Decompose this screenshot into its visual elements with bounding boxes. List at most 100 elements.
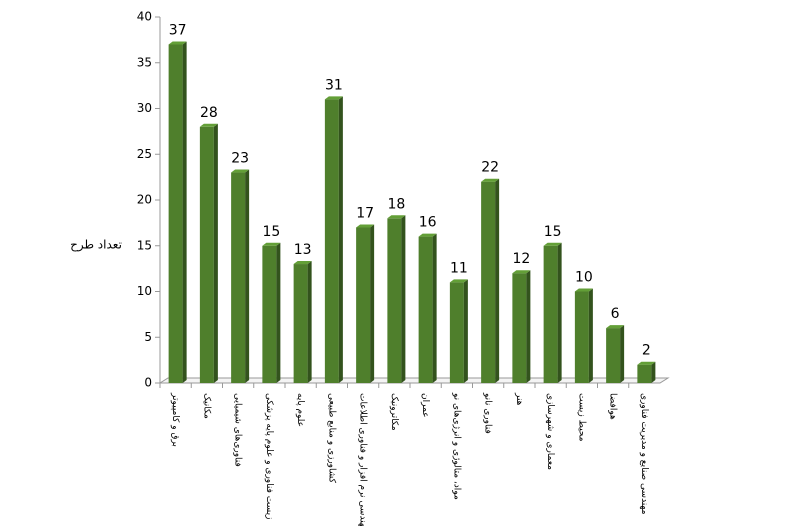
bar — [481, 178, 500, 383]
value-label: 16 — [419, 215, 437, 231]
y-tick-label: 0 — [144, 376, 152, 390]
value-label: 37 — [169, 22, 187, 38]
bar-side — [620, 325, 625, 383]
value-label: 17 — [356, 205, 374, 221]
bar-front — [262, 245, 277, 383]
x-tick-label: فناوری‌های شیمیایی — [233, 393, 243, 467]
value-label: 6 — [611, 306, 620, 322]
bar-top — [512, 270, 531, 274]
bar-top — [324, 96, 343, 100]
bar-front — [293, 264, 308, 383]
value-label: 10 — [575, 270, 593, 286]
bar-top — [168, 41, 187, 45]
bar-front — [418, 236, 433, 383]
x-tick-label: علوم پایه — [295, 393, 305, 427]
bar — [574, 288, 593, 383]
x-tick-label: مهندسی نرم افزار و فناوری اطلاعات — [358, 393, 368, 526]
bar-front — [481, 181, 496, 383]
bar-top — [543, 242, 562, 246]
bar-front — [387, 218, 402, 383]
x-tick-label: مهندسی صنایع و مدیریت فناوری — [639, 393, 649, 515]
bar-top — [293, 261, 312, 265]
x-tick-label: مکاترونیک — [389, 393, 399, 431]
bar-front — [231, 172, 246, 383]
bar-front — [637, 364, 652, 383]
bar-side — [338, 96, 343, 383]
bar-top — [574, 288, 593, 292]
y-axis-title: تعداد طرح — [70, 238, 122, 253]
bar — [356, 224, 375, 383]
y-tick-label: 20 — [137, 193, 152, 207]
y-tick-label: 35 — [137, 55, 152, 69]
bar-front — [356, 227, 371, 383]
bar-side — [651, 361, 656, 383]
bar-side — [370, 224, 375, 383]
bar-side — [182, 41, 187, 383]
y-tick-label: 30 — [137, 101, 152, 115]
bar-side — [463, 279, 468, 383]
y-tick-label: 40 — [137, 10, 152, 24]
bar-top — [449, 279, 468, 283]
bar-front — [324, 99, 339, 383]
bar-top — [356, 224, 375, 228]
bar-side — [495, 178, 500, 383]
bar-side — [557, 242, 562, 383]
bar-side — [432, 233, 437, 383]
x-tick-label: برق و کامپیوتر — [170, 392, 180, 447]
bar-side — [588, 288, 593, 383]
bar — [387, 215, 406, 383]
x-tick-label: کشاورزی و منابع طبیعی — [326, 393, 336, 484]
x-tick-label: هنر — [514, 392, 524, 406]
x-tick-label: مکانیک — [201, 393, 211, 419]
bar-side — [213, 123, 218, 384]
bar — [606, 325, 625, 383]
value-label: 11 — [450, 260, 468, 276]
bar — [293, 261, 312, 383]
bar-top — [231, 169, 250, 173]
x-tick-label: معماری و شهرسازی — [545, 393, 555, 470]
value-label: 28 — [200, 105, 218, 121]
y-tick-label: 5 — [144, 330, 152, 344]
x-tick-label: مواد، متالوژی و انرژی‌های نو — [451, 392, 461, 500]
x-tick-label: فناوری نانو — [483, 392, 493, 434]
bar-front — [606, 328, 621, 383]
bar — [543, 242, 562, 383]
bar-top — [387, 215, 406, 219]
bar-top — [606, 325, 625, 329]
bar — [199, 123, 218, 384]
bar — [262, 242, 281, 383]
bar-side — [526, 270, 531, 383]
bar-top — [637, 361, 656, 365]
bar-front — [199, 126, 214, 384]
bar-front — [574, 291, 589, 383]
bar-front — [543, 245, 558, 383]
bar-side — [245, 169, 250, 383]
bar-front — [449, 282, 464, 383]
x-tick-label: محیط زیست — [576, 393, 586, 442]
y-tick-label: 15 — [137, 238, 152, 252]
value-label: 2 — [642, 343, 651, 359]
value-label: 15 — [544, 224, 562, 240]
bar — [637, 361, 656, 383]
y-tick-label: 10 — [137, 284, 152, 298]
bar-side — [276, 242, 281, 383]
value-label: 31 — [325, 77, 343, 93]
bar-front — [168, 44, 183, 383]
bar-top — [418, 233, 437, 237]
bar — [512, 270, 531, 383]
bar-top — [481, 178, 500, 182]
bar — [231, 169, 250, 383]
x-tick-label: هوافضا — [608, 393, 618, 420]
bar — [168, 41, 187, 383]
value-label: 12 — [512, 251, 530, 267]
value-label: 18 — [387, 196, 405, 212]
bar — [324, 96, 343, 383]
x-tick-label: زیست فناوری و علوم پایه پزشکی — [264, 393, 274, 520]
value-label: 22 — [481, 160, 499, 176]
x-tick-label: عمران — [420, 393, 430, 418]
value-label: 15 — [262, 224, 280, 240]
bar-top — [262, 242, 281, 246]
bar-side — [307, 261, 312, 383]
value-label: 23 — [231, 151, 249, 167]
